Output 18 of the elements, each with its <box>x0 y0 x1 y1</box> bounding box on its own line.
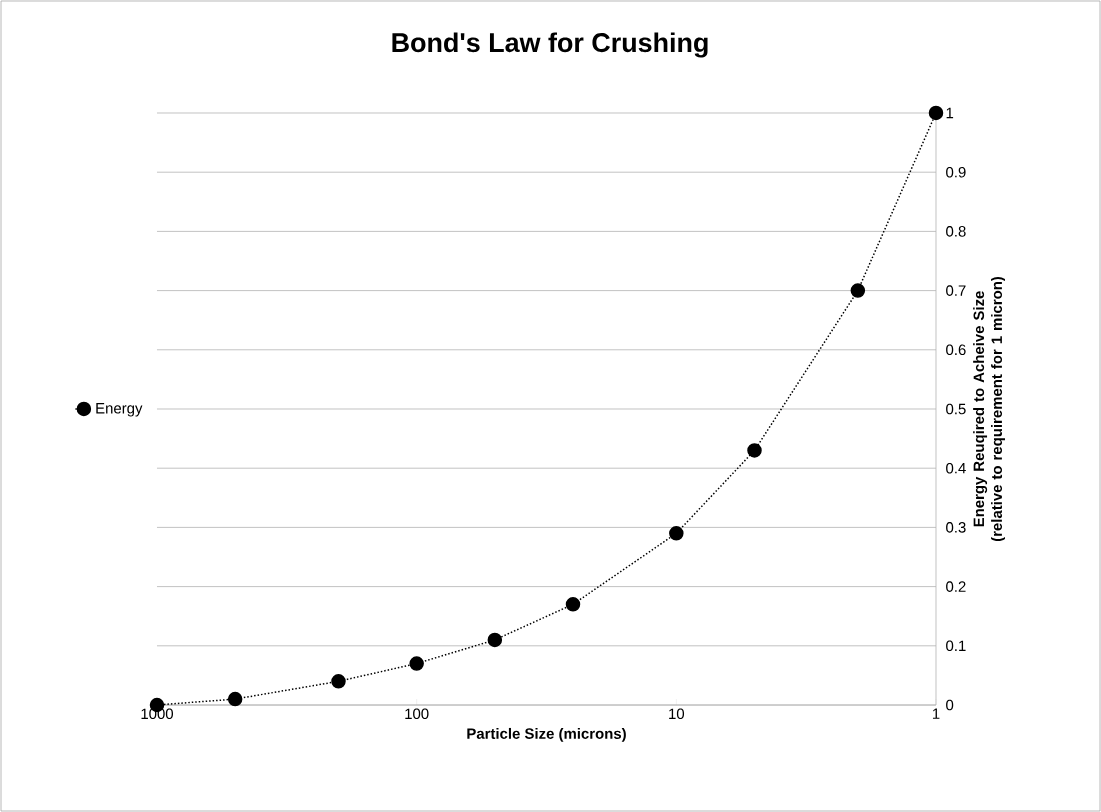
y-tick-label: 0.7 <box>946 285 966 296</box>
y-tick-label: 0.1 <box>946 640 966 652</box>
chart-title: Bond's Law for Crushing <box>392 32 708 58</box>
y-tick-label: 0.2 <box>946 581 966 592</box>
y-tick-label: 0.8 <box>946 226 966 237</box>
x-tick-label: 100 <box>405 708 429 720</box>
legend-label: Energy <box>96 403 143 417</box>
y-axis-title: Energy Reuqired to Acheive Size (relative to requirement for 1 micron) <box>973 276 1005 542</box>
x-tick-label: 10 <box>669 708 685 720</box>
y-tick-label: 0.5 <box>946 403 966 415</box>
x-axis-title: Particle Size (microns) <box>467 727 626 742</box>
y-tick-label: 0.3 <box>946 522 966 533</box>
x-tick-label: 1 <box>932 708 940 719</box>
y-tick-label: 0.6 <box>946 344 966 356</box>
y-tick-label: 0.9 <box>946 166 966 178</box>
y-tick-label: 0.4 <box>946 462 966 474</box>
y-tick-label: 1 <box>946 107 954 119</box>
y-tick-label: 0 <box>946 699 954 711</box>
